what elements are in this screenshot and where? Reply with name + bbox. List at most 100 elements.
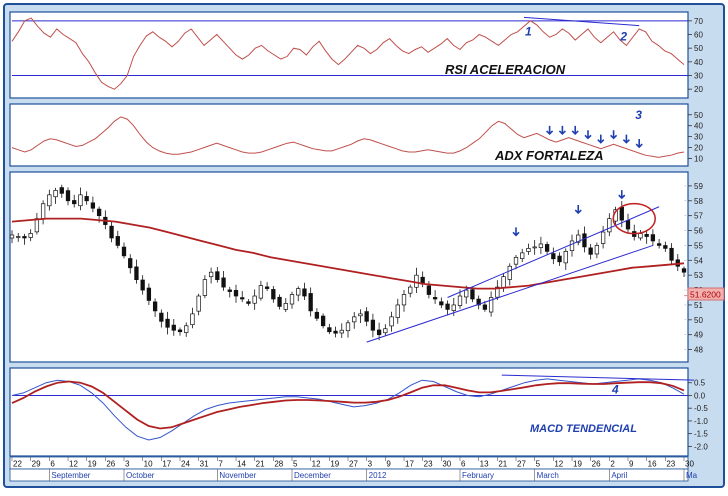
price-down-arrow xyxy=(618,190,626,200)
macd-y-tick-label: -2.0 xyxy=(694,442,708,451)
x-axis-month-label: October xyxy=(126,471,155,480)
price-candle-body xyxy=(656,243,662,246)
adx-down-arrow xyxy=(546,125,554,136)
adx-y-tick-label: 40 xyxy=(694,122,703,131)
price-candle-body xyxy=(115,236,120,246)
price-candle-body xyxy=(78,194,83,207)
rsi-panel xyxy=(9,11,689,99)
price-candle-body xyxy=(34,218,40,233)
price-candle-body xyxy=(507,265,512,280)
x-axis-month-label: Ma xyxy=(686,471,698,480)
price-candle-body xyxy=(358,313,363,317)
price-candle-body xyxy=(40,203,46,219)
price-candle-body xyxy=(401,294,407,306)
x-axis-day-label: 30 xyxy=(442,460,451,469)
price-candle-body xyxy=(314,311,320,319)
price-candle-body xyxy=(594,245,600,255)
price-candle-body xyxy=(364,311,369,322)
price-candle-body xyxy=(65,190,71,202)
price-candle-body xyxy=(96,208,102,217)
x-axis-day-label: 12 xyxy=(554,460,563,469)
price-candle-body xyxy=(28,233,33,238)
x-axis-day-label: 19 xyxy=(330,460,339,469)
price-y-tick-label: 55 xyxy=(694,241,703,250)
price-resistance-line xyxy=(447,206,660,298)
price-candle-body xyxy=(90,202,96,209)
price-candle-body xyxy=(252,295,257,304)
price-candle-body xyxy=(327,327,332,333)
x-axis-day-label: 24 xyxy=(181,460,190,469)
price-candle-body xyxy=(607,218,612,233)
rsi-y-tick-label: 50 xyxy=(694,44,703,53)
price-candle-body xyxy=(84,196,89,202)
macd-y-tick-label: 0.0 xyxy=(694,391,706,400)
adx-down-arrow xyxy=(610,130,618,140)
x-axis-day-label: 21 xyxy=(498,460,507,469)
x-axis-day-label: 9 xyxy=(386,460,391,469)
price-candle-body xyxy=(383,328,388,334)
price-candle-body xyxy=(121,246,127,257)
price-y-tick-label: 50 xyxy=(694,316,703,325)
price-candle-body xyxy=(240,297,245,300)
price-candle-body xyxy=(215,271,220,280)
x-axis-day-label: 12 xyxy=(312,460,321,469)
last-price-label: 51.6200 xyxy=(690,290,721,300)
price-candle-body xyxy=(159,312,164,322)
price-candle-body xyxy=(302,288,307,297)
adx-panel xyxy=(9,103,689,167)
x-axis-month-label: 2012 xyxy=(369,471,387,480)
price-y-tick-label: 54 xyxy=(694,256,703,265)
x-axis-day-label: 7 xyxy=(218,460,223,469)
price-y-tick-label: 51 xyxy=(694,301,703,310)
adx-y-tick-label: 50 xyxy=(694,111,703,120)
price-candle-body xyxy=(152,301,158,312)
x-axis-day-label: 17 xyxy=(405,460,414,469)
price-candle-body xyxy=(221,277,226,288)
x-axis-day-label: 5 xyxy=(536,460,541,469)
price-candle-body xyxy=(308,293,313,312)
price-candle-body xyxy=(283,303,288,310)
price-candle-body xyxy=(289,294,295,305)
price-candle-body xyxy=(202,279,208,296)
macd-annotation-4: 4 xyxy=(611,382,619,396)
price-candle-body xyxy=(264,286,270,289)
x-axis-day-label: 22 xyxy=(13,460,22,469)
price-candle-body xyxy=(389,316,394,327)
x-axis-month-label: March xyxy=(537,471,559,480)
price-candle-body xyxy=(258,285,264,299)
price-candle-body xyxy=(476,298,481,306)
price-candle-body xyxy=(663,245,668,249)
price-candle-body xyxy=(376,329,382,336)
rsi-annotation-2: 2 xyxy=(619,30,627,44)
price-candle-body xyxy=(345,322,351,332)
x-axis-day-label: 28 xyxy=(274,460,283,469)
price-y-tick-label: 59 xyxy=(694,182,703,191)
price-candle-body xyxy=(233,290,239,297)
rsi-y-tick-label: 70 xyxy=(694,17,703,26)
price-moving-average xyxy=(11,217,685,290)
price-candle-body xyxy=(109,225,114,239)
rsi-y-tick-label: 40 xyxy=(694,58,703,67)
price-y-tick-label: 57 xyxy=(694,212,703,221)
price-candle-body xyxy=(588,247,593,255)
price-candle-body xyxy=(370,319,376,331)
price-candle-body xyxy=(576,234,581,243)
macd-line xyxy=(11,378,685,441)
x-axis-day-label: 3 xyxy=(368,460,373,469)
x-axis-day-label: 13 xyxy=(480,460,489,469)
price-y-tick-label: 53 xyxy=(694,271,703,280)
x-axis-day-label: 19 xyxy=(88,460,97,469)
x-axis-day-label: 2 xyxy=(610,460,615,469)
price-candle-body xyxy=(177,329,183,333)
x-axis-day-label: 6 xyxy=(461,460,466,469)
price-candle-body xyxy=(271,289,276,300)
price-candle-body xyxy=(681,268,687,273)
price-candle-body xyxy=(426,285,432,295)
adx-down-arrow xyxy=(584,130,592,140)
macd-trendline xyxy=(501,374,695,381)
price-candle-body xyxy=(408,286,413,294)
price-candle-body xyxy=(563,251,568,264)
x-axis-day-label: 23 xyxy=(424,460,433,469)
x-axis-day-label: 14 xyxy=(237,460,246,469)
macd-panel-label: MACD TENDENCIAL xyxy=(530,423,637,435)
